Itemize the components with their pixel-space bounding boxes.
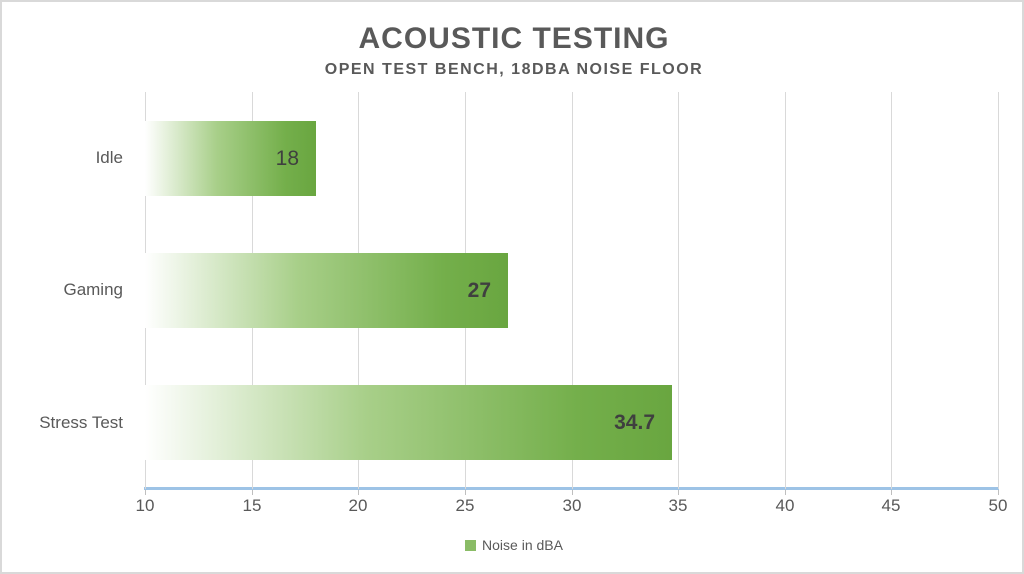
- x-axis-tick-mark: [572, 490, 573, 495]
- x-axis-tick-mark: [998, 490, 999, 495]
- category-label-stress-test: Stress Test: [39, 413, 123, 432]
- gridline: [572, 92, 573, 489]
- category-label-idle: Idle: [95, 148, 123, 167]
- x-axis-tick-label: 25: [455, 496, 475, 515]
- x-axis-tick-mark: [891, 490, 892, 495]
- bar-value-label: 34.7: [614, 410, 655, 434]
- gridline: [678, 92, 679, 489]
- x-axis-tick-label: 35: [668, 496, 688, 515]
- x-axis-tick-label: 30: [562, 496, 582, 515]
- x-axis-tick-label: 20: [348, 496, 368, 515]
- bar-stress-test: 34.7: [145, 385, 672, 460]
- x-axis-tick-label: 15: [242, 496, 262, 515]
- chart-subtitle: OPEN TEST BENCH, 18DBA NOISE FLOOR: [324, 61, 704, 78]
- x-axis-tick-mark: [145, 490, 146, 495]
- x-axis-tick-mark: [252, 490, 253, 495]
- legend-swatch-icon: [465, 539, 477, 551]
- x-axis-tick-label: 10: [135, 496, 155, 515]
- chart-title: ACOUSTIC TESTING: [358, 22, 670, 55]
- gridline: [891, 92, 892, 489]
- category-label-gaming: Gaming: [63, 280, 123, 299]
- plot-area: 10 15 20 25 30 35 40 45 50 18 27 34.7: [136, 92, 1007, 515]
- bar-value-label: 27: [467, 278, 491, 302]
- gridline: [785, 92, 786, 489]
- bar-value-label: 18: [275, 146, 299, 170]
- legend: Noise in dBA: [2, 537, 1024, 553]
- x-axis-tick-mark: [358, 490, 359, 495]
- x-axis-tick-label: 40: [775, 496, 795, 515]
- x-axis-tick-label: 50: [988, 496, 1008, 515]
- bar-gaming: 27: [145, 253, 508, 328]
- x-axis-tick-mark: [678, 490, 679, 495]
- gridline: [998, 92, 999, 489]
- x-axis-tick-mark: [465, 490, 466, 495]
- y-axis-category-labels: Idle Gaming Stress Test: [16, 92, 123, 489]
- x-axis-tick-label: 45: [881, 496, 901, 515]
- bar-idle: 18: [145, 121, 316, 196]
- legend-label: Noise in dBA: [482, 537, 563, 553]
- x-axis-tick-mark: [785, 490, 786, 495]
- x-axis-line: [144, 487, 999, 490]
